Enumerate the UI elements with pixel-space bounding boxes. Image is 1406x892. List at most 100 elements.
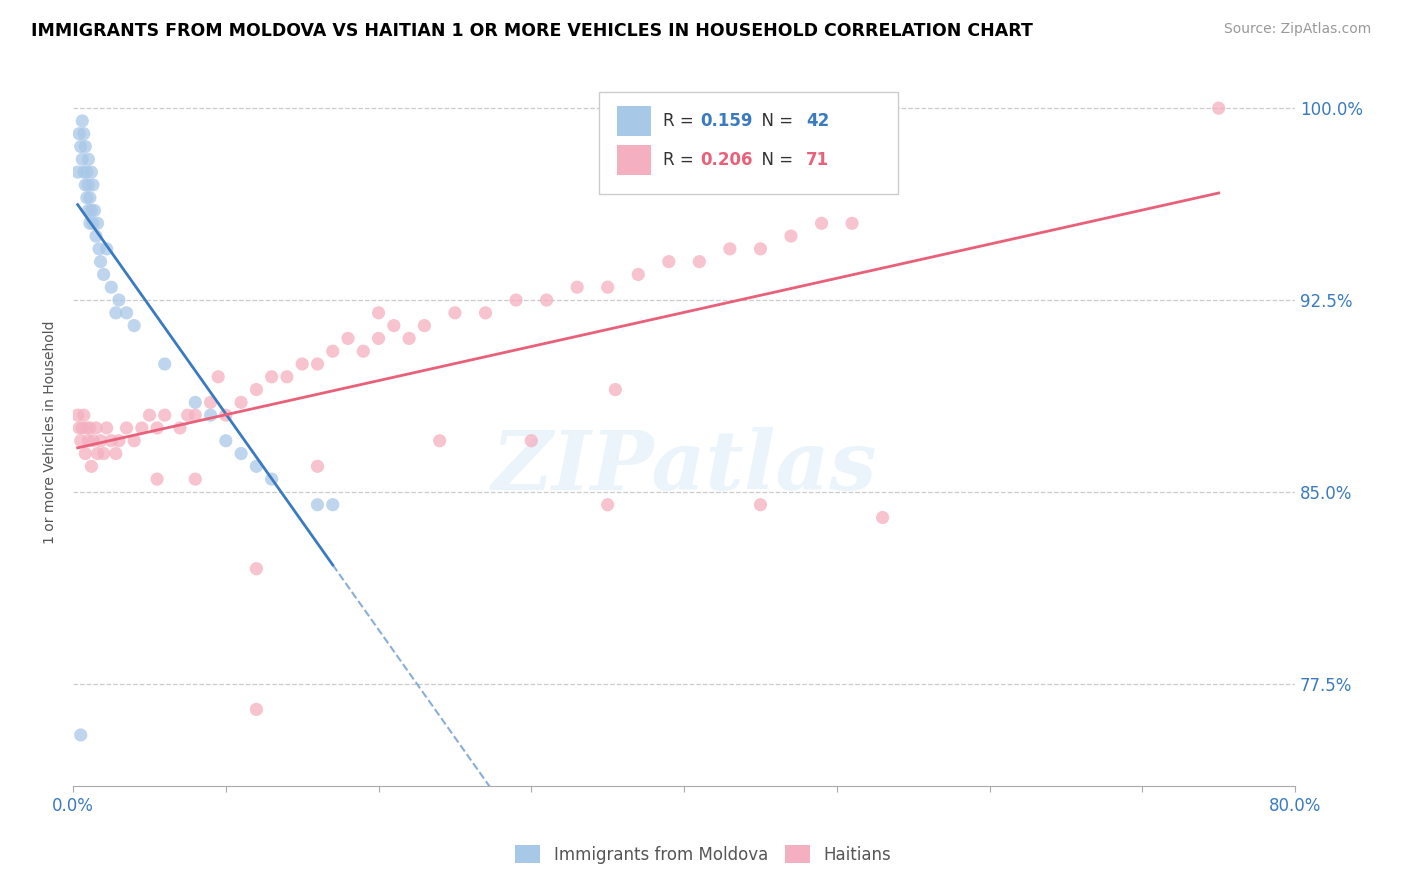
Point (207, 369, 229, 384)
Point (382, 318, 405, 333)
Point (138, 408, 160, 422)
Point (82, 178, 104, 192)
Point (108, 434, 131, 448)
Point (79, 421, 101, 435)
Point (77, 434, 100, 448)
Point (429, 434, 451, 448)
Text: IMMIGRANTS FROM MOLDOVA VS HAITIAN 1 OR MORE VEHICLES IN HOUSEHOLD CORRELATION C: IMMIGRANTS FROM MOLDOVA VS HAITIAN 1 OR … (31, 22, 1033, 40)
Point (75, 178, 97, 192)
Point (367, 306, 389, 320)
Point (90, 434, 112, 448)
Text: 42: 42 (806, 112, 830, 129)
Point (307, 459, 329, 474)
Point (398, 331, 420, 345)
Point (76, 191, 98, 205)
Point (872, 510, 894, 524)
Point (76, 421, 98, 435)
Point (84, 421, 107, 435)
Point (749, 498, 772, 512)
Point (87, 242, 110, 256)
Point (131, 421, 153, 435)
Point (245, 459, 267, 474)
Point (100, 434, 122, 448)
Point (90, 254, 112, 268)
Point (80, 459, 103, 474)
Point (688, 254, 710, 268)
Point (215, 434, 238, 448)
Point (122, 434, 145, 448)
FancyBboxPatch shape (599, 92, 898, 194)
Point (79, 191, 101, 205)
Point (1208, 101, 1230, 115)
Point (77, 153, 100, 167)
Point (260, 472, 283, 486)
Legend: Immigrants from Moldova, Haitians: Immigrants from Moldova, Haitians (509, 838, 897, 871)
Point (79, 216, 101, 230)
Point (86, 446, 108, 460)
Point (83, 203, 105, 218)
Point (96, 242, 118, 256)
Point (80, 165, 103, 179)
Point (307, 357, 329, 371)
Point (169, 421, 191, 435)
Point (322, 344, 344, 359)
Point (77, 178, 100, 192)
Point (176, 408, 198, 422)
Point (108, 293, 131, 307)
Point (215, 408, 238, 422)
Text: ZIPatlas: ZIPatlas (491, 427, 877, 508)
Point (153, 408, 176, 422)
Point (307, 498, 329, 512)
Point (69, 139, 91, 153)
Point (200, 395, 222, 409)
Text: N =: N = (751, 112, 799, 129)
Point (72, 114, 94, 128)
Point (291, 357, 314, 371)
Point (153, 357, 176, 371)
FancyBboxPatch shape (617, 145, 651, 175)
Point (658, 254, 681, 268)
Point (276, 369, 298, 384)
Point (72, 153, 94, 167)
Point (93, 268, 115, 282)
Point (76, 165, 98, 179)
Point (96, 421, 118, 435)
Point (565, 280, 588, 294)
Text: 0.159: 0.159 (700, 112, 752, 129)
Point (66, 165, 89, 179)
Point (86, 216, 108, 230)
Point (82, 434, 104, 448)
FancyBboxPatch shape (617, 106, 651, 136)
Point (73, 165, 96, 179)
Y-axis label: 1 or more Vehicles in Household: 1 or more Vehicles in Household (44, 320, 58, 543)
Text: 71: 71 (806, 152, 830, 169)
Point (184, 395, 207, 409)
Point (93, 446, 115, 460)
Point (229, 395, 252, 409)
Text: R =: R = (664, 112, 699, 129)
Point (184, 408, 207, 422)
Point (536, 293, 558, 307)
Point (100, 280, 122, 294)
Point (184, 472, 207, 486)
Point (200, 408, 222, 422)
Point (260, 369, 283, 384)
Point (66, 408, 89, 422)
Point (229, 446, 252, 460)
Point (245, 562, 267, 576)
Point (115, 421, 138, 435)
Point (122, 318, 145, 333)
Point (67, 127, 90, 141)
Point (75, 446, 97, 460)
Point (322, 498, 344, 512)
Point (596, 280, 619, 294)
Point (82, 216, 104, 230)
Point (337, 331, 360, 345)
Point (605, 383, 627, 397)
Point (749, 242, 772, 256)
Point (596, 498, 619, 512)
Point (810, 216, 832, 230)
Point (69, 434, 91, 448)
Point (73, 408, 96, 422)
Point (474, 306, 496, 320)
